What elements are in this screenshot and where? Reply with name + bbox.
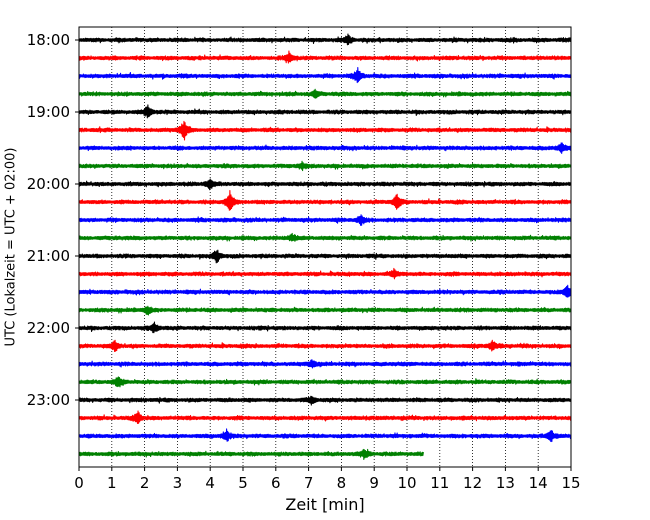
x-tick-label: 14 (529, 474, 548, 492)
seismic-trace (78, 267, 572, 280)
y-tick-label: 19:00 (27, 103, 70, 121)
y-tick-label: 20:00 (27, 175, 70, 193)
seismic-trace (78, 33, 572, 46)
seismic-trace (78, 359, 572, 369)
x-axis-label: Zeit [min] (285, 495, 364, 514)
seismic-trace (78, 410, 572, 425)
seismic-trace (78, 214, 572, 226)
seismic-trace (78, 67, 572, 84)
y-tick-label: 18:00 (27, 31, 70, 49)
y-tick-label: 22:00 (27, 319, 70, 337)
seismic-trace (78, 104, 572, 119)
y-axis-ticks: 18:00 19:00 20:00 21:00 22:00 23:00 (27, 31, 79, 409)
seismic-traces (78, 33, 572, 461)
x-tick-label: 6 (271, 474, 281, 492)
x-tick-label: 15 (561, 474, 580, 492)
seismic-trace (78, 190, 572, 211)
y-axis-label: UTC (Lokalzeit = UTC + 02:00) (4, 148, 19, 347)
seismic-trace (78, 160, 572, 172)
grid-lines (111, 27, 539, 467)
seismic-trace (78, 339, 572, 353)
x-tick-label: 12 (463, 474, 482, 492)
x-tick-label: 3 (173, 474, 183, 492)
seismic-trace (78, 88, 572, 99)
seismic-trace (78, 321, 572, 334)
x-tick-label: 5 (238, 474, 248, 492)
y-tick-label: 23:00 (27, 391, 70, 409)
x-tick-label: 4 (205, 474, 215, 492)
seismic-trace (78, 249, 572, 264)
x-tick-label: 9 (369, 474, 379, 492)
x-tick-label: 13 (496, 474, 515, 492)
seismic-trace (78, 448, 424, 461)
seismic-trace (78, 50, 572, 64)
seismic-trace (78, 305, 572, 316)
y-tick-label: 21:00 (27, 247, 70, 265)
seismic-trace (78, 376, 572, 388)
seismic-trace (78, 178, 572, 191)
x-axis-ticks: 0 1 2 3 4 5 6 7 8 9 10 11 12 13 14 15 (74, 467, 581, 492)
seismic-trace (78, 428, 572, 443)
x-tick-label: 1 (107, 474, 117, 492)
seismic-trace (78, 284, 572, 298)
x-tick-label: 10 (397, 474, 416, 492)
seismic-trace (78, 142, 572, 154)
x-tick-label: 2 (140, 474, 150, 492)
x-tick-label: 11 (430, 474, 449, 492)
seismic-trace (78, 232, 572, 242)
x-tick-label: 8 (337, 474, 347, 492)
x-tick-label: 7 (304, 474, 314, 492)
x-tick-label: 0 (74, 474, 84, 492)
seismic-trace (78, 395, 572, 406)
seismic-trace (78, 120, 572, 141)
plot-frame (78, 26, 572, 468)
